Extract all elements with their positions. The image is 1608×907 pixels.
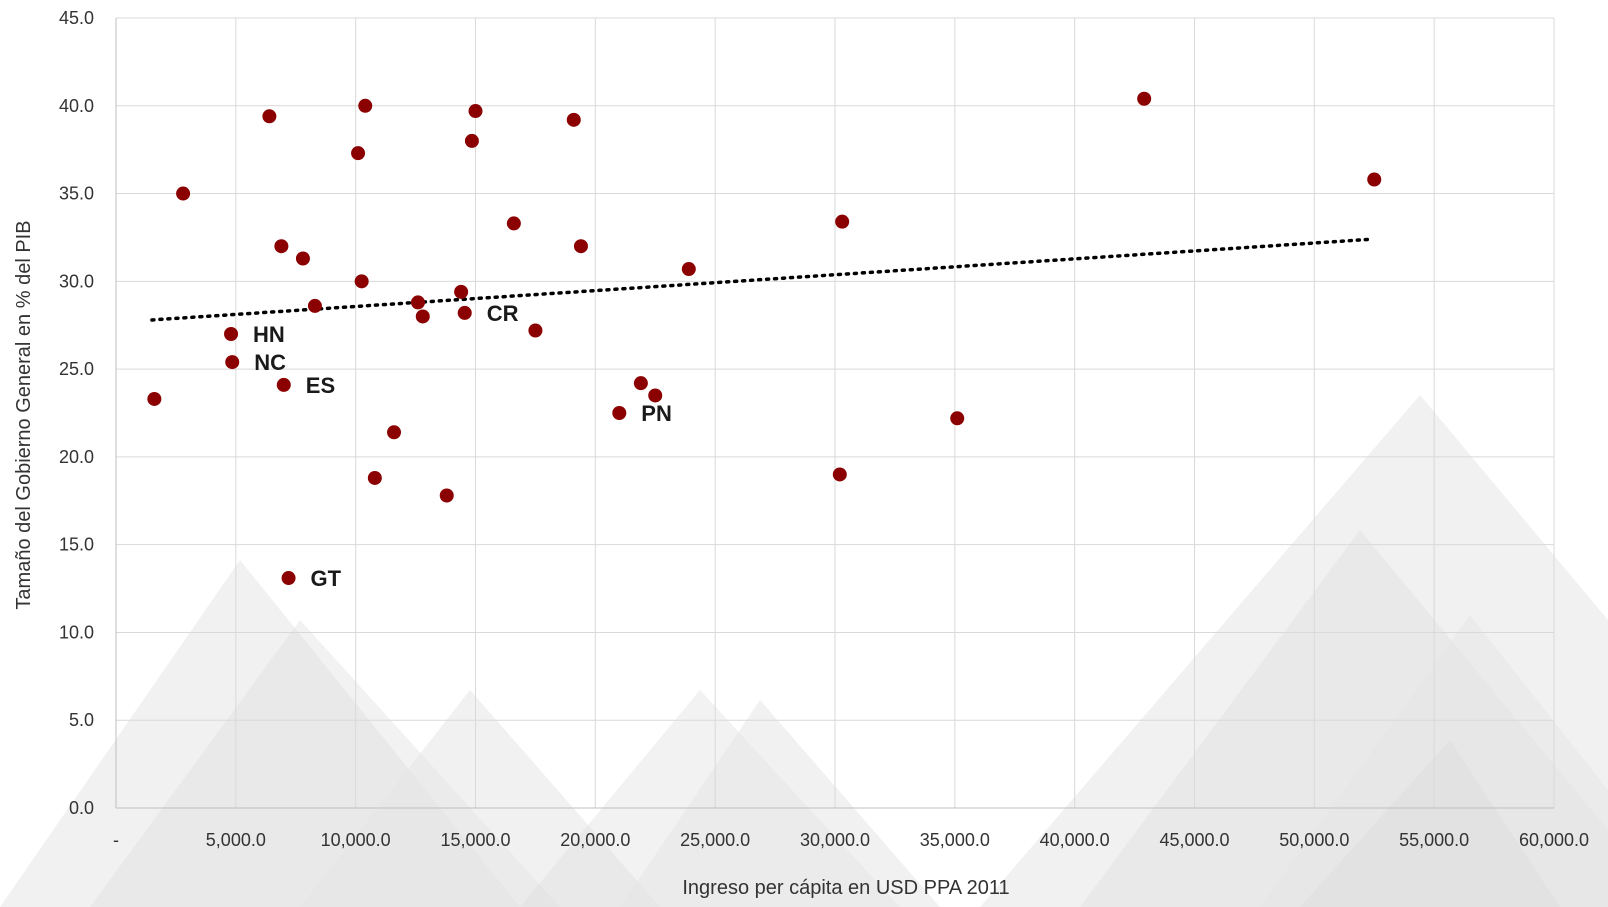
data-point <box>648 388 663 403</box>
data-point <box>506 216 521 231</box>
data-point <box>387 425 402 440</box>
data-point <box>612 406 627 420</box>
y-axis-tick-labels: 0.0 5.0 10.0 15.0 20.0 25.0 30.0 35.0 40.0 45.0 <box>59 8 94 818</box>
data-point <box>276 377 291 392</box>
point-label: PN <box>641 401 672 426</box>
data-point <box>832 467 847 482</box>
gridlines <box>116 17 1555 808</box>
data-point <box>573 239 588 254</box>
x-tick-label: 50,000.0 <box>1279 830 1349 850</box>
x-tick-label: 60,000.0 <box>1519 830 1589 850</box>
data-point <box>835 214 850 229</box>
point-label: ES <box>306 373 335 398</box>
data-point <box>147 391 162 406</box>
x-tick-label: 5,000.0 <box>206 830 266 850</box>
axes <box>115 18 1554 809</box>
x-tick-label: 55,000.0 <box>1399 830 1469 850</box>
x-axis-label: Ingreso per cápita en USD PPA 2011 <box>682 877 1009 899</box>
y-tick-label: 10.0 <box>59 622 94 642</box>
data-point <box>439 488 454 503</box>
y-tick-label: 5.0 <box>69 710 94 730</box>
data-point <box>464 133 479 148</box>
data-point <box>354 274 369 289</box>
x-axis-tick-labels: - 5,000.0 10,000.0 15,000.0 20,000.0 25,000.0… <box>113 830 1589 850</box>
background-triangles-decoration <box>0 395 1608 907</box>
data-point <box>415 309 430 324</box>
data-point <box>950 411 965 426</box>
x-tick-label: 35,000.0 <box>920 830 990 850</box>
x-tick-label: 10,000.0 <box>321 830 391 850</box>
x-tick-label: 40,000.0 <box>1040 830 1110 850</box>
data-point <box>274 239 289 254</box>
x-tick-label: 15,000.0 <box>440 830 510 850</box>
data-point <box>528 323 543 338</box>
point-label: CR <box>487 301 519 326</box>
data-point <box>176 186 191 201</box>
data-point <box>367 470 382 485</box>
x-tick-label: 20,000.0 <box>560 830 630 850</box>
data-point <box>410 295 425 310</box>
y-tick-label: 40.0 <box>59 96 94 116</box>
y-tick-label: 30.0 <box>59 271 94 291</box>
data-point <box>1137 91 1152 106</box>
y-axis-label: Tamaño del Gobierno General en % del PIB <box>13 220 35 609</box>
data-point <box>1367 172 1382 187</box>
data-point <box>224 327 239 341</box>
y-tick-label: 15.0 <box>59 535 94 555</box>
x-tick-label: - <box>113 830 119 850</box>
x-tick-label: 25,000.0 <box>680 830 750 850</box>
x-tick-label: 45,000.0 <box>1159 830 1229 850</box>
data-point <box>295 251 310 266</box>
data-point <box>262 109 277 124</box>
x-tick-label: 30,000.0 <box>800 830 870 850</box>
point-label: NC <box>254 350 286 375</box>
data-point <box>225 355 240 370</box>
data-point <box>566 112 581 127</box>
data-point <box>307 298 322 313</box>
data-point <box>468 104 483 119</box>
data-point <box>358 98 373 113</box>
y-tick-label: 25.0 <box>59 359 94 379</box>
y-tick-label: 0.0 <box>69 798 94 818</box>
data-point <box>681 262 696 277</box>
point-label: GT <box>311 566 342 591</box>
y-tick-label: 20.0 <box>59 447 94 467</box>
data-point <box>454 284 469 299</box>
y-tick-label: 35.0 <box>59 184 94 204</box>
data-point <box>457 305 472 320</box>
point-labels: HN NC ES GT CR PN <box>253 301 672 591</box>
point-label: HN <box>253 322 285 347</box>
data-point <box>351 146 366 161</box>
data-points <box>147 91 1382 586</box>
data-point <box>633 376 648 391</box>
trendline <box>150 237 1374 322</box>
data-point <box>281 571 296 586</box>
y-tick-label: 45.0 <box>59 8 94 28</box>
